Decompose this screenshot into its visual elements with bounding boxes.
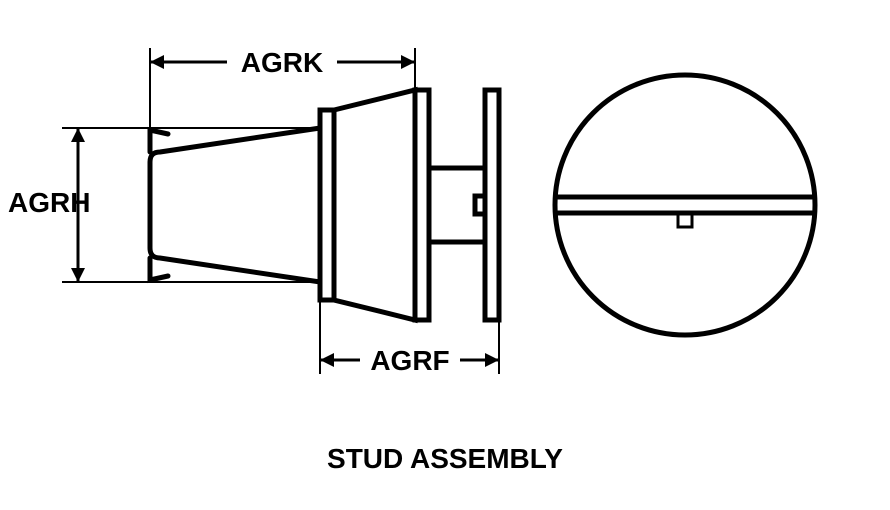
agrh-label: AGRH: [8, 187, 90, 218]
diagram-title: STUD ASSEMBLY: [327, 443, 563, 474]
agrf-label: AGRF: [370, 345, 449, 376]
agrk-label: AGRK: [241, 47, 323, 78]
